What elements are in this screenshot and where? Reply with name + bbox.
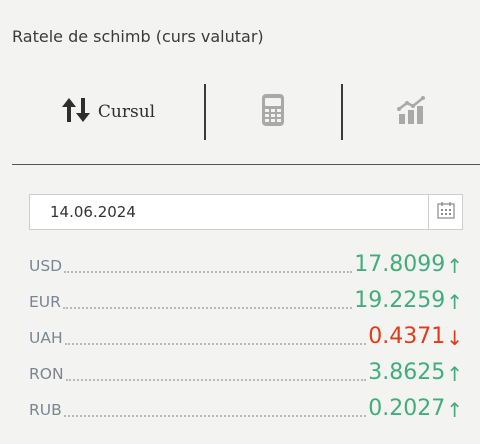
currency-code: USD: [29, 256, 63, 275]
rate-value: 0.2027 ↑: [368, 398, 463, 423]
date-input[interactable]: [30, 195, 428, 229]
currency-code: RON: [29, 364, 64, 383]
rate-number: 0.4371: [368, 324, 446, 349]
date-picker: [29, 194, 463, 230]
currency-code: RUB: [29, 400, 62, 419]
bar-chart-trend-icon: [396, 96, 427, 128]
rates-list: USD 17.8099 ↑ EUR 19.2259 ↑ UAH 0.4371 ↓ RO…: [29, 243, 463, 423]
rate-value: 17.8099 ↑: [354, 254, 463, 279]
rate-row-uah: UAH 0.4371 ↓: [29, 315, 463, 351]
tab-calculator[interactable]: [206, 82, 340, 142]
divider-line: [12, 164, 480, 165]
rate-row-usd: USD 17.8099 ↑: [29, 243, 463, 279]
rate-row-eur: EUR 19.2259 ↑: [29, 279, 463, 315]
tab-chart[interactable]: [343, 82, 480, 142]
calendar-icon: [436, 201, 455, 223]
trend-up-arrow-icon: ↑: [446, 362, 463, 386]
tab-cursul-label: Cursul: [97, 102, 156, 122]
trend-up-arrow-icon: ↑: [446, 254, 463, 278]
dotted-leader: [65, 379, 367, 381]
up-down-arrows-icon: [61, 96, 91, 128]
rate-number: 0.2027: [368, 396, 446, 421]
dotted-leader: [64, 271, 353, 273]
rate-row-ron: RON 3.8625 ↑: [29, 351, 463, 387]
trend-up-arrow-icon: ↑: [446, 290, 463, 314]
dotted-leader: [62, 307, 353, 309]
currency-code: UAH: [29, 328, 63, 347]
rate-row-rub: RUB 0.2027 ↑: [29, 387, 463, 423]
trend-down-arrow-icon: ↓: [446, 326, 463, 350]
tab-divider: [204, 84, 206, 140]
tab-bar: Cursul: [12, 82, 480, 142]
dotted-leader: [63, 415, 367, 417]
rate-number: 19.2259: [354, 288, 446, 313]
rate-value: 3.8625 ↑: [368, 362, 463, 387]
calendar-button[interactable]: [428, 195, 462, 229]
calculator-icon: [262, 94, 284, 130]
trend-up-arrow-icon: ↑: [446, 398, 463, 422]
rate-number: 17.8099: [354, 252, 446, 277]
dotted-leader: [64, 343, 367, 345]
widget-title: Ratele de schimb (curs valutar): [12, 27, 264, 46]
tab-divider: [341, 84, 343, 140]
currency-code: EUR: [29, 292, 61, 311]
tab-cursul[interactable]: Cursul: [12, 82, 204, 142]
rate-number: 3.8625: [368, 360, 446, 385]
rate-value: 0.4371 ↓: [368, 326, 463, 351]
rate-value: 19.2259 ↑: [354, 290, 463, 315]
